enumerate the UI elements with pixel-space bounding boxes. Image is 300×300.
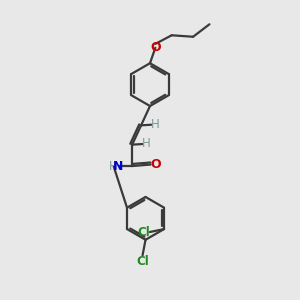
Text: H: H	[142, 137, 151, 150]
Text: O: O	[150, 41, 161, 54]
Text: Cl: Cl	[136, 255, 149, 268]
Text: O: O	[150, 158, 161, 171]
Text: H: H	[109, 160, 118, 172]
Text: H: H	[151, 118, 160, 130]
Text: Cl: Cl	[137, 226, 150, 238]
Text: N: N	[113, 160, 123, 172]
